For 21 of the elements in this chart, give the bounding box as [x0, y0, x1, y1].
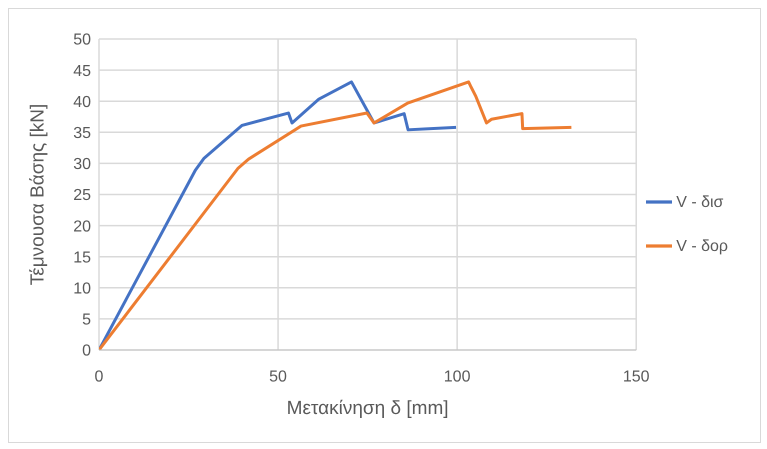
y-tick-label: 25 — [73, 187, 92, 204]
y-tick-label: 40 — [73, 94, 92, 111]
y-tick-label: 45 — [73, 62, 92, 80]
y-tick-label: 20 — [73, 218, 92, 236]
y-tick-label: 5 — [82, 312, 92, 329]
line-series — [99, 80, 458, 350]
x-tick-label: 150 — [622, 368, 650, 386]
x-tick-label: 0 — [94, 368, 104, 386]
y-tick-label: 15 — [73, 249, 92, 266]
x-tick-label: 100 — [444, 368, 471, 386]
y-tick-label: 30 — [73, 156, 92, 174]
y-axis-title: Τέμνουσα Βάσης [kN] — [28, 104, 49, 286]
y-tick-label: 35 — [73, 124, 92, 142]
y-tick-label: 50 — [73, 32, 92, 49]
y-tick-label: 0 — [82, 342, 92, 360]
x-tick-label: 50 — [269, 368, 288, 386]
y-tick-label: 10 — [73, 280, 92, 298]
line-series — [99, 80, 573, 350]
legend-label: V - δισ — [676, 194, 724, 210]
x-axis-title: Μετακίνηση δ [mm] — [286, 398, 449, 419]
legend-label: V - δορ — [676, 238, 728, 254]
